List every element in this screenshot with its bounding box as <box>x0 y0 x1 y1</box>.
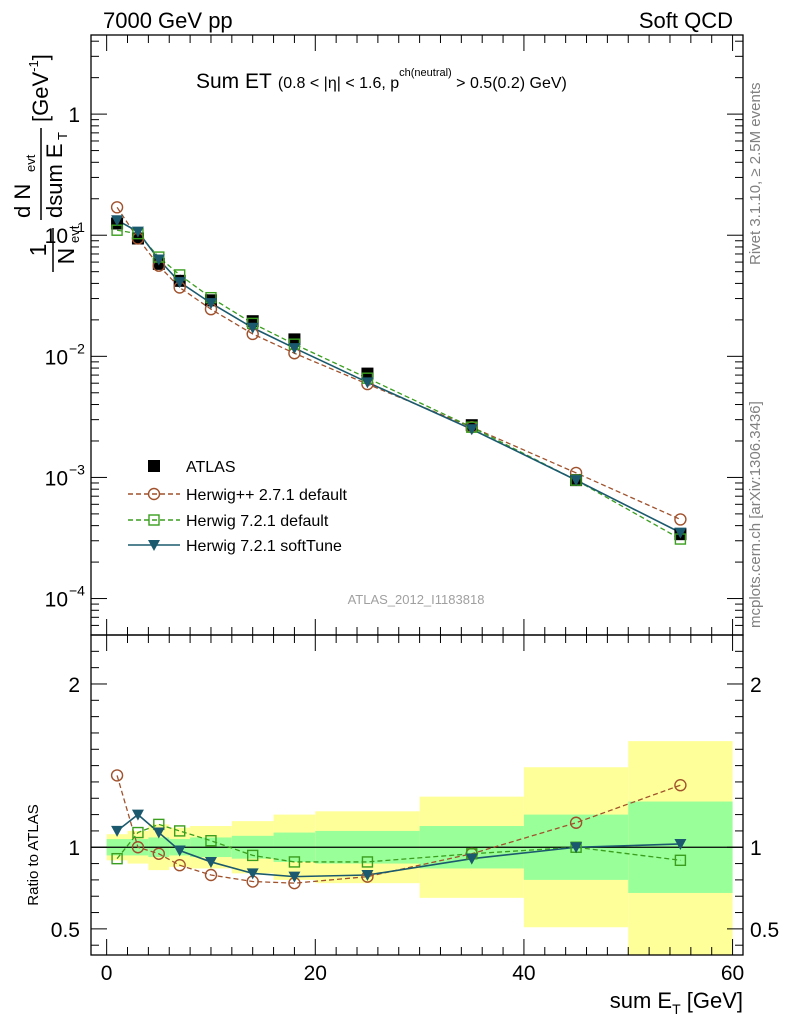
point-softtune-2 <box>152 254 165 266</box>
series-line-herwigpp <box>116 775 681 884</box>
point-softtune-0 <box>111 825 124 837</box>
legend-marker-atlas <box>148 460 160 472</box>
main-panel-series <box>110 201 687 545</box>
point-herwig721-7 <box>361 856 374 868</box>
point-softtune-0 <box>111 215 124 227</box>
ratio-y-tick-label-right: 2 <box>750 674 762 697</box>
ylabel-dsum-sub: T <box>55 132 70 140</box>
ratio-frame <box>90 634 744 956</box>
mcplots-label: mcplots.cern.ch [arXiv:1306.3436] <box>747 401 764 628</box>
series-line-softtune <box>116 219 681 534</box>
point-softtune-8 <box>465 424 478 436</box>
point-softtune-5 <box>246 322 259 334</box>
legend-label-softtune: Herwig 7.2.1 softTune <box>186 538 342 555</box>
point-softtune-3 <box>173 845 186 857</box>
series-line-herwigpp <box>116 206 681 521</box>
point-softtune-2 <box>152 827 165 839</box>
main-y-tick-label: 10 <box>45 589 68 612</box>
ylabel-dn-sub: evt <box>23 154 38 172</box>
x-axis-label: sum ET [GeV] <box>610 988 743 1017</box>
y-axis-label-top: 1 N evt d N evt dsum E T [GeV-1] <box>10 54 82 272</box>
legend-label-herwig721: Herwig 7.2.1 default <box>186 513 329 530</box>
ylabel-dn: d N <box>10 184 35 218</box>
main-y-tick-label: 10 <box>45 225 68 248</box>
point-herwigpp-2 <box>152 847 166 860</box>
main-y-tick-exponent: −2 <box>69 340 85 356</box>
point-herwig721-5 <box>246 849 259 862</box>
ratio-y-tick-label: 2 <box>68 674 80 697</box>
ratio-y-tick-label-right: 0.5 <box>750 919 779 942</box>
ratio-y-tick-label: 1 <box>68 837 80 860</box>
ratio-x-tick-label: 40 <box>512 962 535 985</box>
rivet-version-label: Rivet 3.1.10, ≥ 2.5M events <box>747 83 764 266</box>
ratio-y-tick-label: 0.5 <box>51 919 80 942</box>
point-herwig721-1 <box>132 826 144 839</box>
point-herwigpp-3 <box>173 859 186 872</box>
point-softtune-9 <box>570 475 583 487</box>
point-herwig721-3 <box>173 825 186 837</box>
point-herwigpp-4 <box>204 868 218 882</box>
ratio-x-tick-label: 0 <box>101 962 113 985</box>
point-softtune-7 <box>361 377 374 389</box>
point-softtune-1 <box>131 226 144 238</box>
legend: ATLAS Herwig++ 2.7.1 default Herwig 7.2.1 … <box>128 459 348 555</box>
ratio-x-tick-label: 20 <box>304 962 327 985</box>
analysis-id: ATLAS_2012_I1183818 <box>348 592 485 607</box>
point-herwig721-6 <box>288 856 301 868</box>
point-herwig721-0 <box>111 852 123 865</box>
point-softtune-4 <box>204 298 217 310</box>
point-softtune-3 <box>173 277 186 289</box>
point-softtune-5 <box>246 868 259 880</box>
ratio-x-tick-label: 60 <box>721 962 744 985</box>
y-axis-label-ratio: Ratio to ATLAS <box>25 804 42 905</box>
ylabel-unit: [GeV-1] <box>26 54 53 122</box>
legend-marker-softtune <box>148 540 160 551</box>
point-herwigpp-1 <box>131 841 145 854</box>
main-y-tick-label: 10 <box>45 346 68 369</box>
point-atlas-5 <box>246 315 259 328</box>
point-herwigpp-10 <box>674 513 687 526</box>
point-softtune-6 <box>288 343 301 355</box>
ratio-y-tick-label-right: 1 <box>750 837 762 860</box>
point-herwigpp-0 <box>110 769 124 782</box>
ylabel-n: N <box>53 248 79 265</box>
ratio-uncertainty-bands <box>106 741 733 955</box>
legend-marker-herwig721 <box>148 514 160 526</box>
point-softtune-7 <box>361 870 374 881</box>
ratio-panel-series <box>110 769 687 890</box>
main-y-tick-exponent: −4 <box>69 583 85 599</box>
ylabel-one: 1 <box>25 244 51 257</box>
ylabel-dsum: dsum E <box>42 143 67 218</box>
main-y-tick-label: 1 <box>68 104 80 127</box>
ratio-panel-axes: 0.5 0.51 12 20 20 40 60 <box>51 634 779 985</box>
point-softtune-8 <box>465 853 478 865</box>
legend-marker-herwigpp <box>147 487 161 501</box>
point-herwigpp-10 <box>674 779 687 792</box>
header-right: Soft QCD <box>639 8 733 33</box>
point-softtune-9 <box>570 842 583 854</box>
point-herwigpp-0 <box>110 201 124 214</box>
point-softtune-4 <box>204 856 217 868</box>
main-y-tick-label: 10 <box>45 467 68 490</box>
main-y-tick-exponent: −3 <box>69 461 85 477</box>
legend-label-herwigpp: Herwig++ 2.7.1 default <box>186 487 348 504</box>
header-left: 7000 GeV pp <box>103 8 233 33</box>
point-softtune-1 <box>131 809 144 821</box>
ylabel-n-sub: evt <box>67 225 82 243</box>
point-softtune-10 <box>674 838 687 850</box>
point-herwigpp-9 <box>569 816 583 829</box>
point-softtune-6 <box>288 871 301 883</box>
main-y-tick-exponent: −1 <box>69 219 85 235</box>
legend-label-atlas: ATLAS <box>186 459 236 476</box>
point-softtune-10 <box>674 527 687 539</box>
point-herwig721-10 <box>674 854 687 867</box>
plot-title: Sum ET (0.8 < |η| < 1.6, pch(neutral) > 0… <box>196 67 567 93</box>
point-herwig721-4 <box>205 835 217 847</box>
